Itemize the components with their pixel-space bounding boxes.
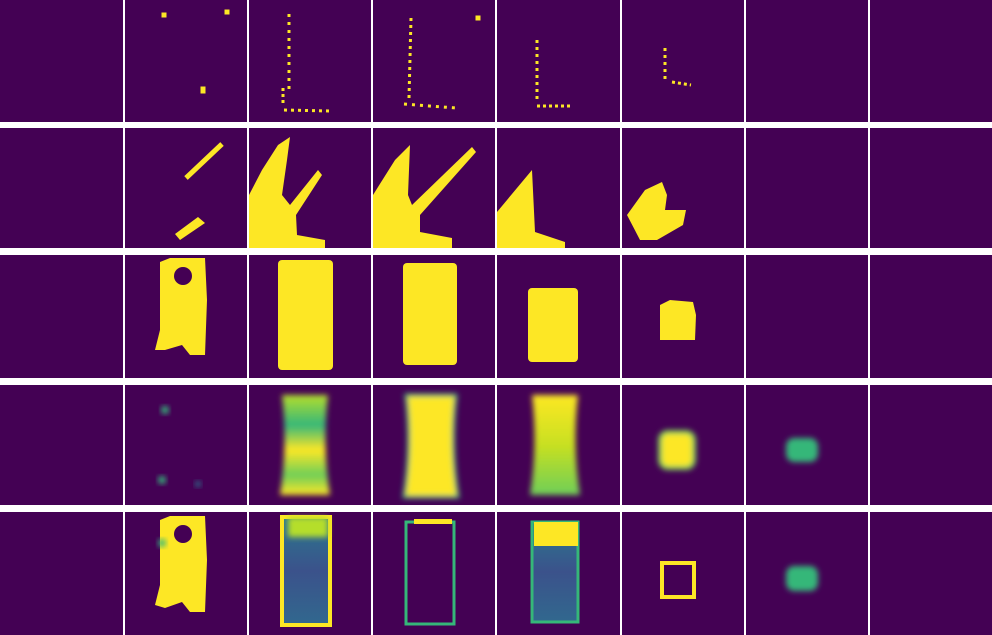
row-1 [161, 9, 692, 113]
row-2 [175, 137, 686, 248]
spot [158, 476, 166, 484]
blob [497, 170, 565, 248]
col-gap [868, 0, 870, 635]
edge [414, 519, 452, 524]
hole [174, 267, 192, 285]
soft-blob [658, 430, 696, 470]
dot [475, 15, 481, 21]
row-5 [155, 515, 818, 627]
blob [155, 258, 207, 355]
col-gap [495, 0, 497, 635]
spot [195, 481, 201, 487]
blob [155, 516, 207, 612]
col-gap [371, 0, 373, 635]
col-gap [620, 0, 622, 635]
blob [660, 300, 696, 340]
blob [373, 145, 476, 248]
spot [161, 406, 169, 414]
dot [161, 12, 167, 18]
soft-blob [534, 522, 578, 546]
row-3 [155, 258, 696, 370]
spot [158, 539, 166, 547]
col-gap [247, 0, 249, 635]
soft-blob [288, 517, 328, 537]
blob [528, 288, 578, 362]
dot [224, 9, 230, 15]
row-4 [158, 393, 818, 499]
blob [403, 263, 457, 365]
soft-blob [280, 395, 330, 495]
hole [174, 525, 192, 543]
col-gap [123, 0, 125, 635]
soft-blob [530, 395, 580, 495]
soft-blob [786, 438, 818, 462]
blob [278, 260, 333, 370]
stroke-shape [184, 142, 224, 180]
dot [200, 86, 206, 94]
soft-blob [786, 566, 818, 591]
col-gap [744, 0, 746, 635]
outline-blob [404, 520, 456, 626]
blob [249, 137, 325, 248]
soft-blob [402, 393, 460, 499]
outline-blob [660, 561, 696, 599]
dotted-line [283, 108, 331, 113]
dotted-line [403, 102, 457, 110]
blob [175, 217, 205, 240]
blob [627, 182, 686, 240]
